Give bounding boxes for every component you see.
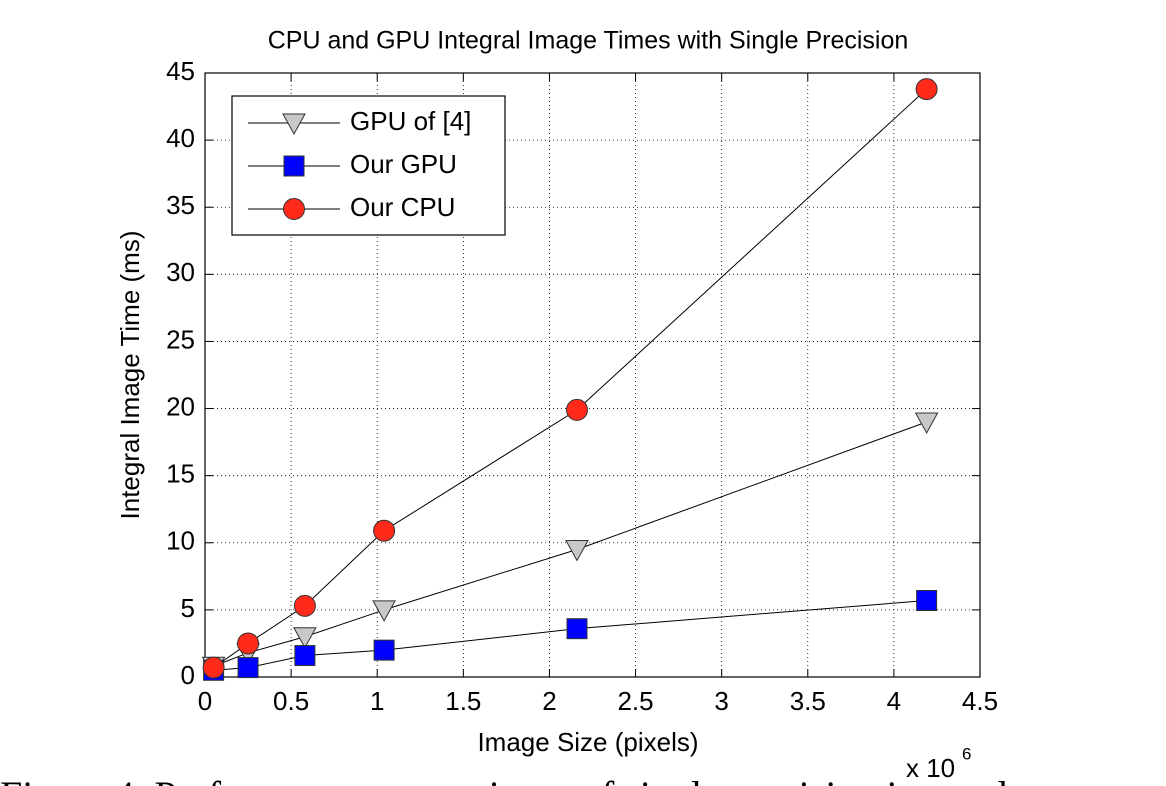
x-tick-label: 3 (714, 686, 728, 716)
y-tick-label: 15 (166, 459, 195, 489)
x-tick-label: 0 (198, 686, 212, 716)
plot-frame (204, 72, 981, 678)
x-multiplier: x 10 (906, 753, 955, 783)
marker (566, 398, 588, 421)
marker (915, 78, 938, 101)
y-tick-label: 25 (166, 324, 195, 354)
marker (916, 589, 938, 611)
x-tick-label: 1.5 (445, 686, 481, 716)
x-tick-label: 3.5 (790, 686, 826, 716)
legend-label: GPU of [4] (350, 106, 471, 136)
y-tick-label: 35 (166, 190, 195, 220)
caption: Figure 4. Performance comparisons of sin… (0, 773, 1009, 786)
y-tick-label: 5 (181, 593, 195, 623)
marker (202, 656, 225, 679)
x-multiplier-exponent: 6 (962, 744, 971, 763)
legend-marker (282, 113, 306, 136)
marker (237, 657, 259, 679)
chart-title: CPU and GPU Integral Image Times with Si… (268, 27, 909, 55)
y-tick-label: 40 (166, 123, 195, 153)
marker (293, 627, 317, 649)
y-tick-label: 0 (181, 660, 195, 690)
x-tick-label: 1 (370, 686, 384, 716)
x-tick-label: 2.5 (617, 686, 653, 716)
y-axis-label: Integral Image Time (ms) (115, 231, 145, 520)
x-tick-label: 4.5 (962, 686, 998, 716)
y-tick-label: 10 (166, 526, 195, 556)
marker (237, 632, 260, 655)
marker (294, 645, 316, 667)
x-tick-label: 2 (542, 686, 556, 716)
marker (373, 519, 396, 542)
legend-label: Our GPU (350, 149, 457, 179)
marker (566, 618, 588, 640)
marker (914, 412, 939, 435)
legend-marker (283, 198, 305, 220)
marker (372, 600, 396, 622)
y-tick-label: 30 (166, 257, 195, 287)
y-tick-label: 20 (166, 391, 195, 421)
marker (565, 539, 589, 562)
x-axis-label: Image Size (pixels) (477, 727, 698, 757)
legend-label: Our CPU (350, 192, 455, 222)
x-tick-label: 4 (887, 686, 901, 716)
marker (373, 639, 395, 661)
legend-marker (283, 155, 305, 177)
series-line (213, 421, 927, 667)
marker (293, 594, 316, 617)
y-tick-label: 45 (166, 56, 195, 86)
x-tick-label: 0.5 (273, 686, 309, 716)
